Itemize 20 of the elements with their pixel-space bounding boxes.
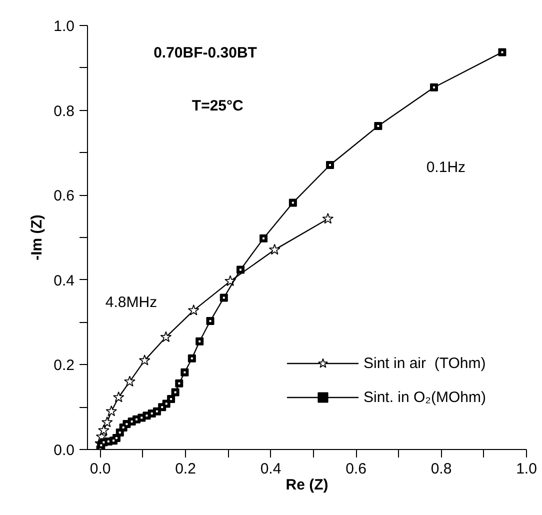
text: 0.0 (54, 442, 75, 459)
y-axis-title: -Im (Z) (28, 214, 46, 260)
y-tick-label: 0.4 (54, 272, 75, 290)
annotation: 0.70BF-0.30BT (154, 44, 257, 62)
x-tick-label: 0.2 (175, 460, 196, 478)
annotation: 0.1Hz (426, 159, 466, 176)
annotation: 4.8MHz (105, 294, 158, 311)
y-tick-label: 0.8 (54, 102, 75, 120)
x-axis-title: Re (Z) (286, 476, 328, 494)
text: 1.0 (54, 18, 75, 35)
y-tick-label: 0.6 (54, 188, 75, 205)
x-tick-label: 0.6 (346, 460, 366, 478)
text: 1.0 (516, 460, 537, 478)
y-tick-label: 0.2 (54, 357, 75, 374)
legend-label: Sint. in O₂(MOhm) (363, 388, 486, 406)
annotation: T=25°C (192, 98, 244, 115)
text: 0.0 (90, 460, 111, 478)
x-tick-label: 0.4 (260, 460, 282, 478)
x-tick-label: 0.8 (430, 460, 452, 478)
legend-label: Sint in air (TOhm) (363, 354, 486, 372)
